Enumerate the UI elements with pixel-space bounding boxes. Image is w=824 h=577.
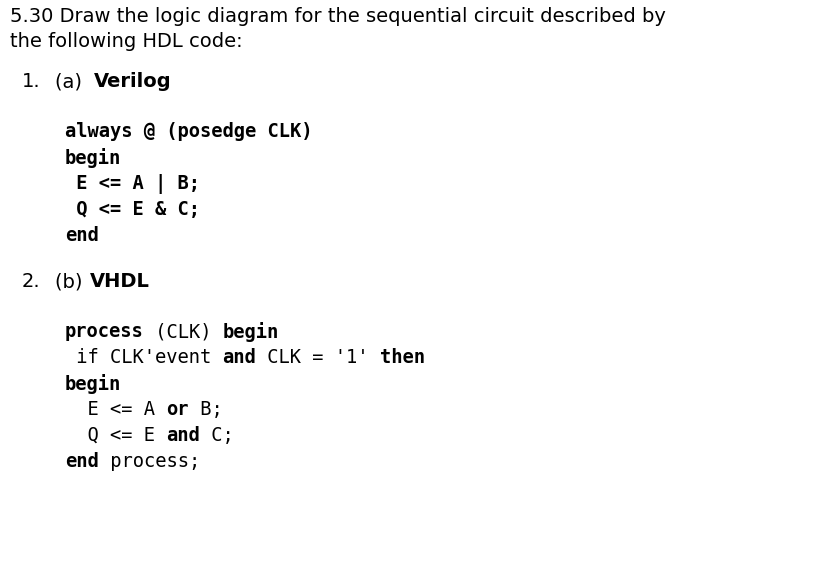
Text: always @ (posedge CLK): always @ (posedge CLK): [65, 122, 312, 141]
Text: begin: begin: [222, 322, 279, 342]
Text: C;: C;: [200, 426, 234, 445]
Text: Verilog: Verilog: [94, 72, 171, 91]
Text: end: end: [65, 226, 99, 245]
Text: process;: process;: [99, 452, 200, 471]
Text: E <= A | B;: E <= A | B;: [65, 174, 200, 194]
Text: or: or: [166, 400, 189, 419]
Text: (b): (b): [55, 272, 89, 291]
Text: B;: B;: [189, 400, 222, 419]
Text: VHDL: VHDL: [90, 272, 150, 291]
Text: Q <= E & C;: Q <= E & C;: [65, 200, 200, 219]
Text: 1.: 1.: [22, 72, 40, 91]
Text: CLK = '1': CLK = '1': [256, 348, 380, 367]
Text: end: end: [65, 452, 99, 471]
Text: E <= A: E <= A: [65, 400, 166, 419]
Text: process: process: [65, 322, 143, 341]
Text: and: and: [222, 348, 256, 367]
Text: Q <= E: Q <= E: [65, 426, 166, 445]
Text: if CLK'event: if CLK'event: [65, 348, 222, 367]
Text: 2.: 2.: [22, 272, 40, 291]
Text: (a): (a): [55, 72, 88, 91]
Text: the following HDL code:: the following HDL code:: [10, 32, 242, 51]
Text: and: and: [166, 426, 200, 445]
Text: (CLK): (CLK): [143, 322, 222, 341]
Text: begin: begin: [65, 148, 121, 168]
Text: then: then: [380, 348, 425, 367]
Text: 5.30 Draw the logic diagram for the sequential circuit described by: 5.30 Draw the logic diagram for the sequ…: [10, 7, 666, 26]
Text: begin: begin: [65, 374, 121, 394]
